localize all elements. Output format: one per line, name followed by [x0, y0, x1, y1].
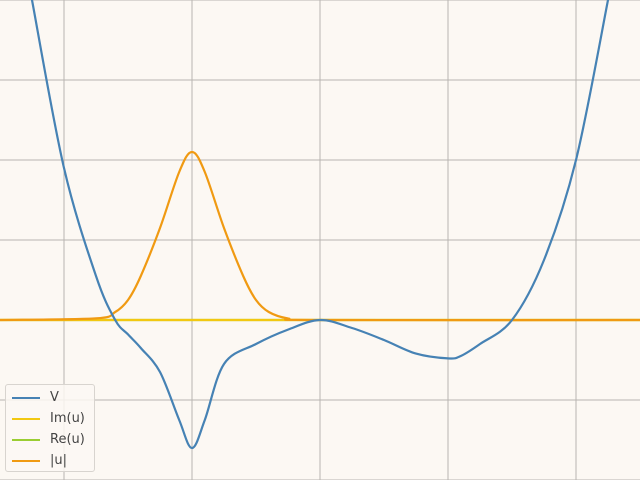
- legend-label-im-u: Im(u): [50, 411, 85, 426]
- series-line-v: [30, 0, 610, 450]
- legend-item-abs-u: |u|: [12, 450, 88, 471]
- legend: V Im(u) Re(u) |u|: [5, 384, 95, 472]
- legend-label-re-u: Re(u): [50, 432, 85, 447]
- legend-label-v: V: [50, 390, 59, 405]
- legend-swatch-abs-u: [12, 459, 40, 462]
- legend-swatch-v: [12, 396, 40, 399]
- legend-swatch-re-u: [12, 438, 40, 441]
- legend-label-abs-u: |u|: [50, 453, 67, 468]
- legend-item-im-u: Im(u): [12, 408, 88, 429]
- series-line-abs-u: [0, 150, 640, 322]
- series-layer: [0, 0, 640, 450]
- legend-item-v: V: [12, 387, 88, 408]
- legend-swatch-im-u: [12, 417, 40, 420]
- legend-item-re-u: Re(u): [12, 429, 88, 450]
